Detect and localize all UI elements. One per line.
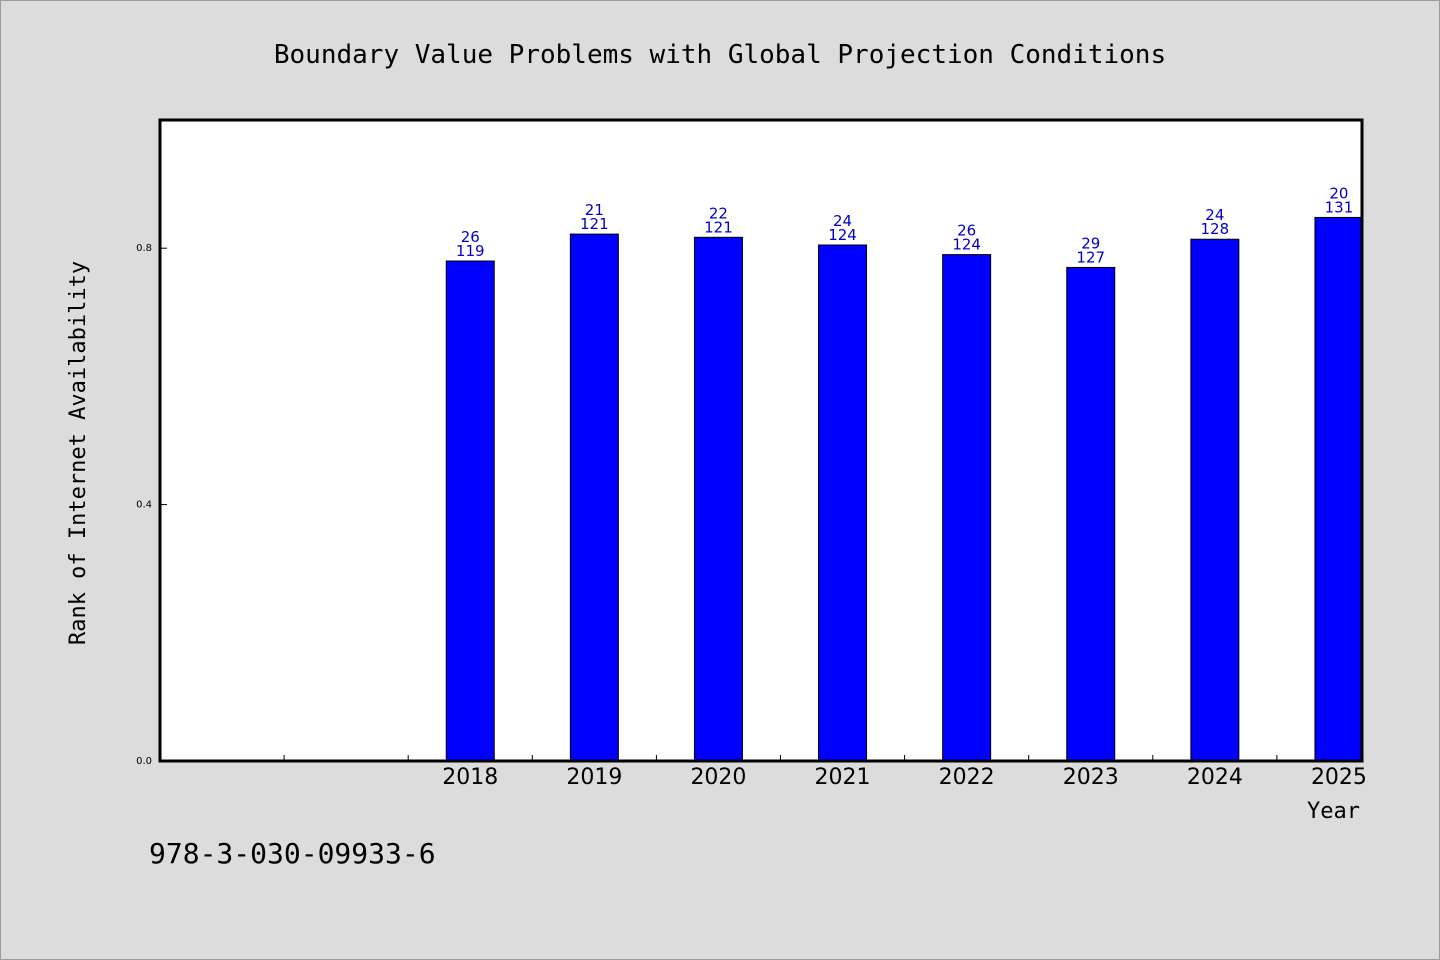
bar-label-bottom: 124 (828, 226, 857, 244)
bar-label-top: 24 (833, 212, 852, 230)
x-tick-label: 2025 (1311, 765, 1367, 790)
x-tick-label: 2020 (690, 765, 746, 790)
bar-label-top: 21 (585, 201, 604, 219)
bar-label-top: 24 (1205, 206, 1224, 224)
plot-frame (158, 118, 1364, 763)
y-tick-label: 0.8 (136, 243, 152, 254)
bar-2022 (942, 254, 992, 762)
chart-title: Boundary Value Problems with Global Proj… (274, 40, 1166, 70)
bar-2024 (1190, 238, 1240, 762)
bar-2021 (818, 244, 868, 762)
y-axis-label: Rank of Internet Availability (66, 261, 91, 645)
x-tick-label: 2024 (1187, 765, 1243, 790)
bar-label-top: 29 (1081, 234, 1100, 252)
y-tick-label: 0.4 (136, 500, 152, 511)
bar-label-bottom: 121 (580, 215, 609, 233)
bar-2025 (1314, 216, 1364, 762)
x-tick-label: 2018 (442, 765, 498, 790)
bar-2023 (1066, 266, 1116, 762)
bar-label-bottom: 119 (456, 242, 485, 260)
bar-label-bottom: 128 (1201, 220, 1230, 238)
x-tick-label: 2021 (815, 765, 871, 790)
bar-label-bottom: 121 (704, 218, 733, 236)
bar-2018 (445, 260, 495, 762)
y-tick-label: 0.0 (136, 756, 152, 767)
bar-label-top: 20 (1329, 184, 1348, 202)
bar-label-top: 26 (957, 222, 976, 240)
bar-label-bottom: 131 (1325, 198, 1354, 216)
isbn-footer: 978-3-030-09933-6 (149, 837, 436, 870)
bar-2019 (569, 233, 619, 762)
ticks-layer: 0.0 0.4 0.8 2018 2019 2020 2021 2022 2023 2024 202… (136, 243, 1367, 790)
plot-area (160, 120, 1362, 761)
x-tick-label: 2023 (1063, 765, 1119, 790)
x-tick-label: 2019 (566, 765, 622, 790)
bar-label-bottom: 124 (952, 236, 981, 254)
bar-2020 (693, 236, 743, 762)
bar-label-top: 22 (709, 204, 728, 222)
bar-label-bottom: 127 (1076, 248, 1105, 266)
bar-label-top: 26 (461, 228, 480, 246)
x-axis-label: Year (1307, 799, 1360, 824)
x-tick-label: 2022 (939, 765, 995, 790)
